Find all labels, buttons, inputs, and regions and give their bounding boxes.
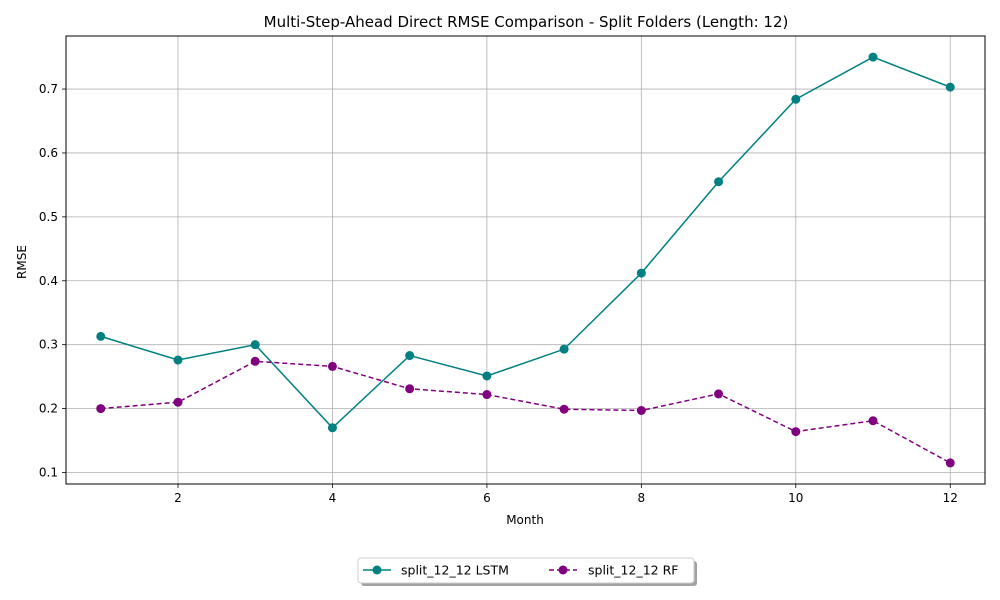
legend-box	[357, 557, 695, 584]
legend-lstm-marker	[372, 565, 382, 575]
series-lstm-line	[100, 56, 951, 429]
x-axis-label: Month	[506, 513, 544, 527]
x-tick-label: 6	[483, 491, 491, 505]
series-lstm-point	[945, 82, 955, 92]
legend: split_12_12 LSTM split_12_12 RF	[357, 557, 697, 586]
series-rf-point	[945, 458, 955, 468]
axis-ticks: 2 4 6 8 10 12 0.1 0.2 0.3 0.4 0.5 0.6 0.7	[39, 82, 958, 505]
legend-rf-marker	[558, 565, 568, 575]
plot-series	[96, 52, 955, 468]
y-tick-label: 0.2	[39, 402, 58, 416]
series-lstm-point	[96, 331, 106, 341]
chart-title: Multi-Step-Ahead Direct RMSE Comparison …	[264, 13, 789, 31]
series-rf-line	[100, 360, 951, 464]
series-lstm-point	[173, 355, 183, 365]
series-rf-point	[868, 416, 878, 426]
series-lstm-point	[559, 344, 569, 354]
series-rf-point	[714, 389, 724, 399]
x-tick-label: 2	[174, 491, 182, 505]
series-rf-point	[96, 404, 106, 414]
series-lstm-point	[636, 268, 646, 278]
y-tick-label: 0.3	[39, 338, 58, 352]
series-lstm-point	[791, 94, 801, 104]
legend-rf-label: split_12_12 RF	[588, 563, 678, 578]
series-rf-point	[327, 361, 337, 371]
legend-lstm-label: split_12_12 LSTM	[401, 563, 509, 578]
x-tick-label: 8	[638, 491, 646, 505]
x-tick-label: 12	[943, 491, 958, 505]
y-axis-label: RMSE	[15, 245, 29, 279]
series-rf-point	[559, 404, 569, 414]
series-rf-point	[250, 356, 260, 366]
y-tick-label: 0.1	[39, 465, 58, 479]
series-lstm-point	[868, 52, 878, 62]
series-lstm-point	[482, 371, 492, 381]
series-lstm-point	[714, 177, 724, 187]
series-rf-point	[173, 397, 183, 407]
series-lstm-point	[327, 423, 337, 433]
plot-area-frame	[65, 35, 986, 485]
y-tick-label: 0.6	[39, 146, 58, 160]
series-rf-point	[791, 427, 801, 437]
series-lstm-point	[250, 340, 260, 350]
series-rf-point	[405, 384, 415, 394]
y-tick-label: 0.4	[39, 274, 58, 288]
grid	[66, 36, 985, 484]
series-rf-point	[482, 390, 492, 400]
series-lstm-point	[405, 351, 415, 361]
x-tick-label: 10	[788, 491, 803, 505]
x-tick-label: 4	[329, 491, 337, 505]
series-rf-point	[636, 406, 646, 416]
y-tick-label: 0.7	[39, 82, 58, 96]
y-tick-label: 0.5	[39, 210, 58, 224]
